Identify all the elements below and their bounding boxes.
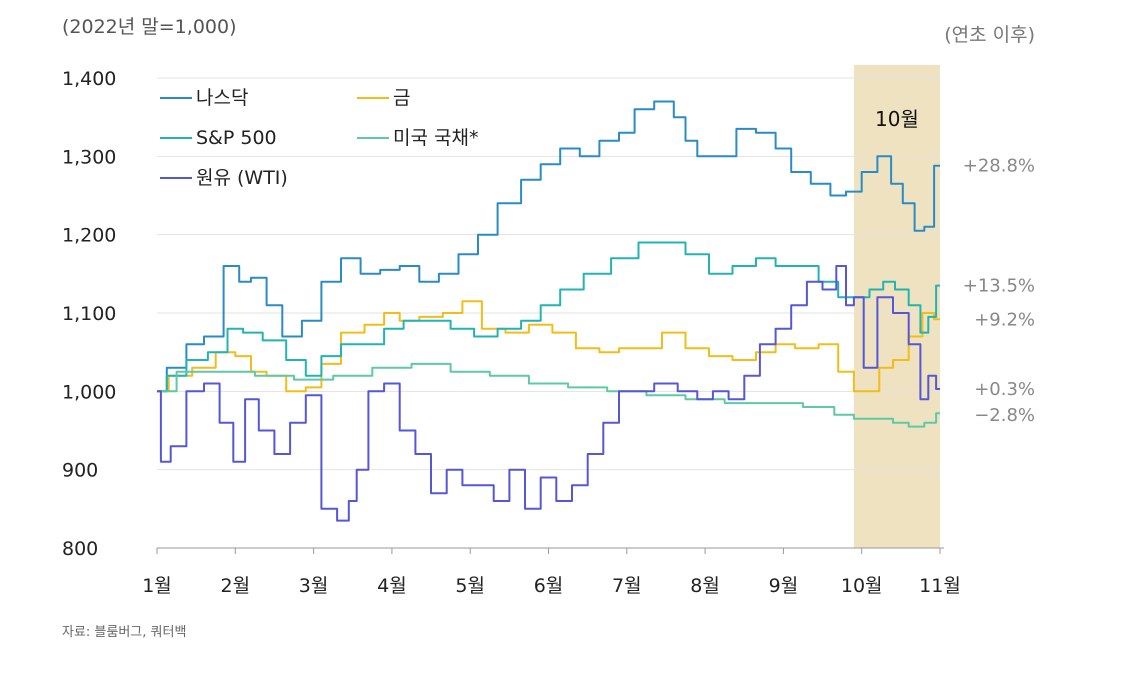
y-tick-label: 900 [62,460,98,482]
legend-label-sp500: S&P 500 [196,127,277,149]
x-tick-label: 10월 [841,575,883,597]
y-tick-label: 1,100 [62,303,116,325]
x-tick-label: 3월 [299,575,329,597]
y-tick-label: 1,200 [62,225,116,247]
legend-label-wti: 원유 (WTI) [196,167,288,189]
end-label-treasury: −2.8% [974,405,1035,426]
end-label-sp500: +13.5% [963,276,1035,297]
legend-label-treasury: 미국 국채* [393,127,478,149]
october-highlight-band [853,65,940,548]
x-tick-label: 4월 [377,575,407,597]
y-tick-label: 800 [62,538,98,560]
series-line-sp500 [157,241,940,393]
x-tick-label: 5월 [455,575,485,597]
october-highlight-label: 10월 [875,107,919,131]
series-line-nasdaq [157,100,940,393]
series-line-gold [157,300,940,393]
end-label-nasdaq: +28.8% [963,156,1035,177]
x-tick-label: 1월 [142,575,172,597]
end-label-gold: +9.2% [974,309,1035,330]
legend-label-gold: 금 [393,87,410,109]
source-note: 자료: 블룸버그, 쿼터백 [62,625,187,640]
x-tick-label: 6월 [534,575,564,597]
end-label-wti: +0.3% [974,379,1035,400]
y-tick-label: 1,400 [62,68,116,90]
x-tick-label: 11월 [919,575,961,597]
series-line-wti [157,265,940,522]
y-tick-label: 1,300 [62,146,116,168]
legend-label-nasdaq: 나스닥 [196,87,248,109]
series-line-treasury [157,362,940,428]
chart-range-label: (연초 이후) [944,24,1035,46]
x-tick-label: 2월 [221,575,251,597]
x-tick-label: 7월 [612,575,642,597]
x-tick-label: 9월 [769,575,799,597]
chart-unit-label: (2022년 말=1,000) [62,16,237,38]
y-tick-label: 1,000 [62,381,116,403]
x-tick-label: 8월 [690,575,720,597]
